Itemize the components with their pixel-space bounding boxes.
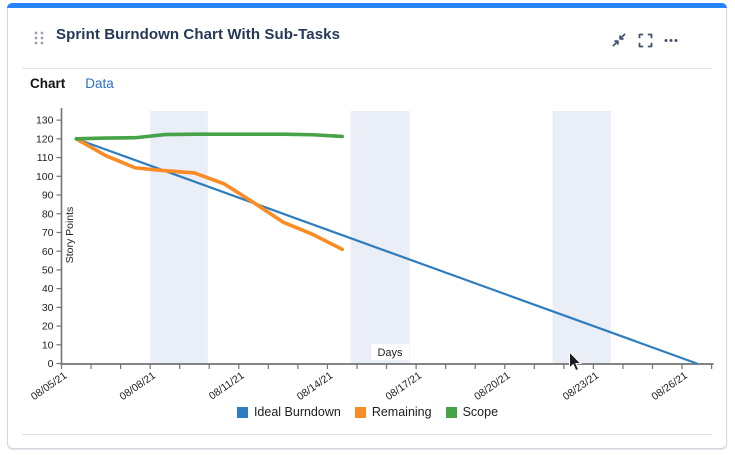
y-tick-label: 80 bbox=[42, 208, 54, 220]
x-tick-label: 08/05/21 bbox=[29, 370, 69, 403]
legend-item: Remaining bbox=[354, 405, 432, 419]
y-tick-label: 30 bbox=[42, 302, 54, 314]
series-scope bbox=[74, 132, 345, 141]
header-divider bbox=[22, 68, 712, 69]
y-tick-label: 50 bbox=[42, 265, 54, 277]
tab-chart[interactable]: Chart bbox=[30, 76, 66, 91]
y-tick-label: 100 bbox=[36, 171, 54, 183]
x-tick-label: 08/23/21 bbox=[561, 370, 601, 403]
legend-item: Ideal Burndown bbox=[236, 405, 341, 419]
legend-label: Scope bbox=[462, 405, 499, 419]
legend-label: Ideal Burndown bbox=[253, 405, 341, 419]
weekend-band bbox=[150, 111, 208, 364]
x-axis-title: Days bbox=[377, 347, 403, 359]
burndown-chart-svg: 0 10 20 30 40 50 60 70 80 90 100 110 120 130 08/05/21 0… bbox=[29, 108, 714, 403]
y-tick-label: 120 bbox=[36, 133, 54, 145]
series-remaining bbox=[74, 137, 345, 252]
series-ideal-burndown bbox=[75, 137, 698, 365]
x-tick-label: 08/14/21 bbox=[295, 370, 335, 403]
burndown-chart: 0 10 20 30 40 50 60 70 80 90 100 110 120 130 08/05/21 0… bbox=[0, 95, 735, 407]
x-tick-label: 08/11/21 bbox=[207, 370, 247, 403]
legend-item: Scope bbox=[445, 405, 499, 419]
y-tick-label: 90 bbox=[42, 190, 54, 202]
legend-swatch bbox=[354, 406, 366, 418]
weekend-band bbox=[552, 111, 611, 364]
y-tick-label: 60 bbox=[42, 246, 54, 258]
legend-label: Remaining bbox=[371, 405, 432, 419]
tab-data[interactable]: Data bbox=[85, 76, 114, 91]
chart-legend: Ideal Burndown Remaining Scope bbox=[0, 405, 735, 419]
y-tick-label: 10 bbox=[42, 339, 54, 351]
y-tick-label: 0 bbox=[48, 358, 54, 370]
legend-swatch bbox=[236, 406, 248, 418]
y-axis-title: Story Points bbox=[64, 207, 76, 264]
gadget-tabs: Chart Data bbox=[30, 76, 114, 91]
y-tick-label: 130 bbox=[36, 115, 54, 127]
legend-swatch bbox=[445, 406, 457, 418]
gadget-actions bbox=[610, 29, 680, 51]
weekend-band bbox=[350, 111, 410, 364]
y-tick-label: 20 bbox=[42, 321, 54, 333]
collapse-arrows-icon[interactable] bbox=[610, 31, 628, 49]
gadget-title: Sprint Burndown Chart With Sub-Tasks bbox=[56, 26, 341, 43]
y-tick-label: 40 bbox=[42, 283, 54, 295]
x-tick-label: 08/20/21 bbox=[472, 370, 512, 403]
gadget-accent-bar bbox=[7, 3, 727, 8]
x-tick-label: 08/17/21 bbox=[383, 370, 423, 403]
y-tick-label: 70 bbox=[42, 227, 54, 239]
ellipsis-icon[interactable] bbox=[662, 31, 680, 49]
x-tick-label: 08/08/21 bbox=[118, 370, 158, 403]
x-axis-title-bg bbox=[371, 344, 409, 360]
y-tick-label: 110 bbox=[37, 152, 54, 164]
expand-corners-icon[interactable] bbox=[636, 31, 654, 49]
x-tick-label: 08/26/21 bbox=[649, 370, 689, 403]
bottom-divider bbox=[22, 434, 712, 435]
drag-dots-icon[interactable] bbox=[33, 30, 45, 46]
